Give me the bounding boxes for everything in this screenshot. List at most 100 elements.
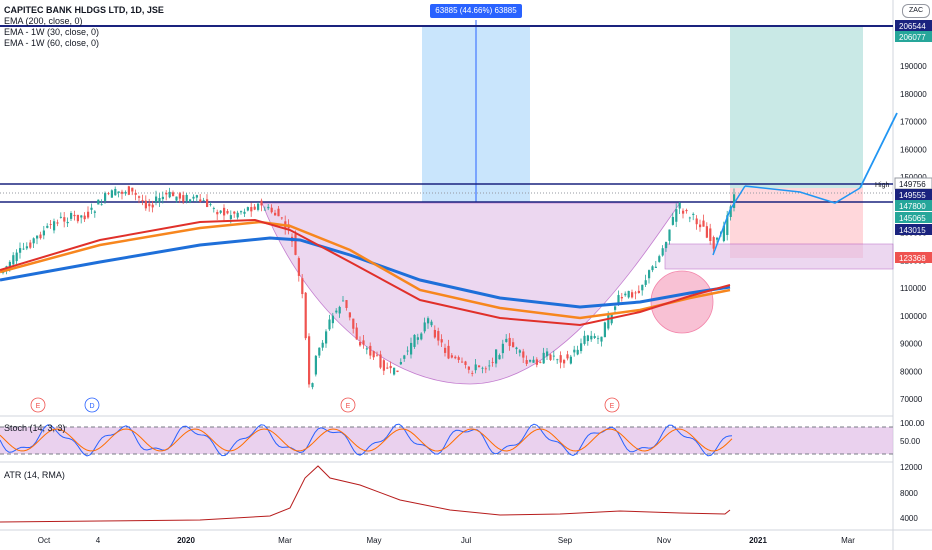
candle-body bbox=[226, 210, 229, 214]
candle-body bbox=[243, 211, 246, 214]
candle-body bbox=[505, 338, 508, 342]
candle-body bbox=[634, 292, 637, 294]
candle-body bbox=[403, 355, 406, 359]
candle-body bbox=[192, 196, 195, 199]
candle-body bbox=[178, 193, 181, 199]
candle-body bbox=[440, 339, 443, 343]
candle-body bbox=[70, 213, 73, 219]
candle-body bbox=[556, 359, 559, 361]
candle-body bbox=[345, 300, 348, 308]
candle-body bbox=[376, 354, 379, 356]
price-tag bbox=[895, 252, 932, 263]
price-tick: 190000 bbox=[900, 62, 927, 71]
candle-body bbox=[53, 221, 56, 231]
candle-body bbox=[131, 187, 134, 192]
candle-body bbox=[236, 212, 239, 218]
candle-body bbox=[416, 337, 419, 340]
candle-body bbox=[365, 348, 368, 350]
candle-body bbox=[566, 354, 569, 359]
price-tag-value: 145065 bbox=[899, 214, 926, 223]
candle-body bbox=[25, 246, 28, 249]
candles bbox=[2, 185, 736, 390]
candle-body bbox=[726, 215, 729, 235]
price-tag bbox=[895, 20, 932, 31]
candle-body bbox=[80, 215, 83, 218]
candle-body bbox=[535, 359, 538, 365]
candle-body bbox=[257, 203, 260, 210]
candle-body bbox=[8, 261, 11, 268]
candle-body bbox=[464, 361, 467, 365]
time-tick: Nov bbox=[657, 536, 671, 545]
candle-body bbox=[189, 199, 192, 203]
candle-body bbox=[518, 350, 521, 353]
candle-body bbox=[729, 206, 732, 217]
atr-tick: 4000 bbox=[900, 514, 918, 523]
price-tag bbox=[895, 31, 932, 42]
candle-body bbox=[56, 222, 59, 224]
candle-body bbox=[148, 203, 151, 207]
target-zone bbox=[730, 26, 863, 188]
candle-body bbox=[328, 319, 331, 330]
candle-body bbox=[342, 300, 345, 302]
candle-body bbox=[158, 198, 161, 203]
candle-body bbox=[447, 345, 450, 359]
candle-body bbox=[597, 338, 600, 340]
arrow-path bbox=[744, 185, 861, 204]
candle-body bbox=[36, 235, 39, 239]
price-tag bbox=[895, 212, 932, 223]
candle-body bbox=[212, 208, 215, 209]
candle-body bbox=[331, 315, 334, 324]
candle-body bbox=[675, 209, 678, 222]
ema60w-line bbox=[0, 220, 731, 320]
candle-body bbox=[32, 238, 35, 244]
candle-body bbox=[546, 351, 549, 357]
candle-body bbox=[654, 266, 657, 268]
measure-label: 63885 (44.66%) 63885 bbox=[430, 4, 522, 18]
candle-body bbox=[165, 192, 168, 195]
candle-body bbox=[413, 334, 416, 347]
support-zone bbox=[664, 243, 894, 270]
candle-body bbox=[338, 306, 341, 314]
price-tick: 90000 bbox=[900, 340, 923, 349]
price-tick: 110000 bbox=[900, 284, 927, 293]
candle-body bbox=[498, 355, 501, 360]
candle-body bbox=[39, 234, 42, 239]
candle-body bbox=[437, 331, 440, 341]
candle-body bbox=[161, 196, 164, 200]
candle-body bbox=[688, 217, 691, 219]
candle-body bbox=[182, 195, 185, 202]
candle-body bbox=[586, 335, 589, 342]
candle-body bbox=[325, 331, 328, 344]
candle-body bbox=[151, 204, 154, 208]
candle-body bbox=[355, 327, 358, 340]
stoch-d-line bbox=[0, 428, 733, 452]
candle-body bbox=[83, 215, 86, 220]
candle-body bbox=[529, 360, 532, 362]
candle-body bbox=[202, 200, 205, 202]
candle-body bbox=[495, 349, 498, 364]
candle-body bbox=[722, 225, 725, 242]
candle-body bbox=[393, 367, 396, 375]
price-tick: 80000 bbox=[900, 367, 923, 376]
candle-body bbox=[423, 322, 426, 332]
candle-body bbox=[19, 248, 22, 253]
candle-body bbox=[709, 228, 712, 241]
candle-body bbox=[699, 224, 702, 228]
price-tag-value: 206077 bbox=[899, 33, 926, 42]
ema200-line bbox=[0, 236, 731, 309]
currency-badge[interactable]: ZAC bbox=[902, 4, 930, 18]
event-marker bbox=[340, 397, 356, 413]
time-tick: 4 bbox=[96, 536, 101, 545]
time-tick: Mar bbox=[278, 536, 292, 545]
candle-body bbox=[705, 226, 708, 238]
candle-body bbox=[134, 192, 137, 195]
candle-body bbox=[682, 210, 685, 214]
candle-body bbox=[379, 354, 382, 368]
candle-body bbox=[563, 360, 566, 364]
candle-body bbox=[382, 360, 385, 371]
candle-body bbox=[733, 194, 736, 208]
candle-body bbox=[478, 365, 481, 367]
candle-body bbox=[484, 368, 487, 370]
price-tick: 100000 bbox=[900, 312, 927, 321]
